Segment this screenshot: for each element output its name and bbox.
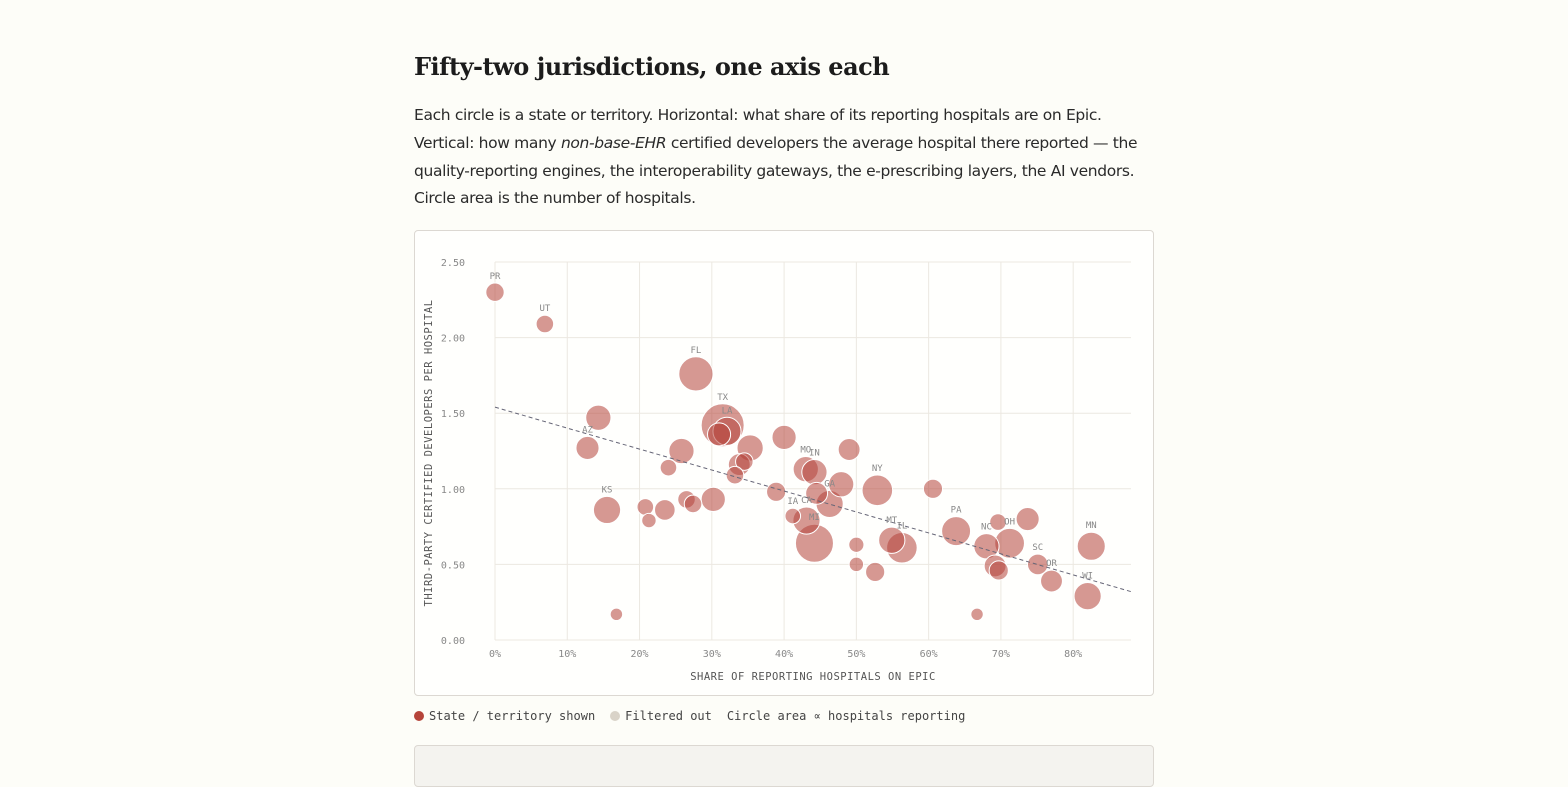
x-tick-label: 40% xyxy=(775,649,793,660)
point-label: FL xyxy=(690,346,701,356)
data-point xyxy=(988,560,1009,581)
data-point xyxy=(735,452,754,471)
x-tick-label: 80% xyxy=(1064,649,1082,660)
data-point xyxy=(485,282,505,302)
data-point xyxy=(970,607,984,622)
data-point xyxy=(766,481,787,502)
point-label: NC xyxy=(981,523,992,533)
data-point xyxy=(585,404,612,431)
point-label: IN xyxy=(809,449,820,459)
y-axis-label: THIRD-PARTY CERTIFIED DEVELOPERS PER HOS… xyxy=(423,300,435,607)
x-tick-label: 70% xyxy=(992,649,1010,660)
data-point xyxy=(609,607,624,622)
chart-legend: State / territory shown Filtered out Cir… xyxy=(414,708,980,724)
legend-label-filtered: Filtered out xyxy=(625,709,712,723)
intro-text-fragment: Vertical: how many xyxy=(414,133,561,152)
data-point xyxy=(861,474,894,507)
point-label: IA xyxy=(787,497,798,507)
point-label: TX xyxy=(717,393,728,403)
intro-text: Each circle is a state or territory. Hor… xyxy=(414,102,1154,213)
trend-line xyxy=(494,406,1132,593)
x-axis-label: SHARE OF REPORTING HOSPITALS ON EPIC xyxy=(690,671,936,683)
point-label: PR xyxy=(490,272,501,282)
intro-line: Vertical: how many non-base-EHR certifie… xyxy=(414,130,1154,158)
data-point xyxy=(592,495,622,525)
data-point xyxy=(636,498,655,516)
section-heading: Fifty-two jurisdictions, one axis each xyxy=(414,52,890,81)
data-point xyxy=(1073,582,1102,611)
y-tick-label: 0.50 xyxy=(441,560,465,571)
data-point xyxy=(1015,506,1040,532)
data-point xyxy=(654,499,676,521)
data-point xyxy=(989,513,1007,531)
x-tick-label: 0% xyxy=(489,649,501,660)
point-label: MN xyxy=(1086,521,1097,531)
data-point xyxy=(535,314,555,334)
legend-label-shown: State / territory shown xyxy=(429,709,596,723)
point-label: PA xyxy=(951,506,962,516)
data-point xyxy=(922,478,944,499)
next-panel xyxy=(414,745,1154,787)
x-tick-label: 30% xyxy=(703,649,721,660)
intro-line: Each circle is a state or territory. Hor… xyxy=(414,106,1102,124)
legend-note: Circle area ∝ hospitals reporting xyxy=(727,709,965,723)
point-label: AZ xyxy=(582,425,593,435)
data-point xyxy=(700,486,726,512)
intro-emphasis: non-base-EHR xyxy=(560,133,667,152)
point-label: WI xyxy=(1082,572,1093,582)
legend-item-shown[interactable]: State / territory shown xyxy=(414,709,595,723)
intro-text-fragment: certified developers the average hospita… xyxy=(666,133,1138,152)
scatter-chart: 0.00 0.50 1.00 1.50 2.00 2.50 0% 10% 20% 30% 40% 50… xyxy=(423,258,1132,683)
x-tick-label: 20% xyxy=(631,649,649,660)
point-label: MI xyxy=(809,513,820,523)
data-point xyxy=(1040,569,1063,593)
point-label: GA xyxy=(824,479,835,489)
intro-line: Circle area is the number of hospitals. xyxy=(414,189,696,208)
y-tick-label: 1.00 xyxy=(441,485,465,496)
data-point xyxy=(828,471,855,498)
point-label: CA xyxy=(801,496,812,506)
y-tick-label: 1.50 xyxy=(441,409,465,420)
data-point xyxy=(771,424,797,450)
point-label: OR xyxy=(1046,559,1057,569)
data-point xyxy=(941,516,972,547)
scatter-chart-card: 0.00 0.50 1.00 1.50 2.00 2.50 0% 10% 20% 30% 40% 50… xyxy=(414,230,1154,696)
data-point xyxy=(659,458,678,477)
x-tick-label: 60% xyxy=(920,649,938,660)
data-point xyxy=(865,561,886,583)
data-point xyxy=(1026,553,1049,576)
data-point xyxy=(575,435,600,461)
point-label: MO xyxy=(800,446,811,456)
data-point xyxy=(678,356,714,392)
point-label: SC xyxy=(1032,543,1043,553)
point-label: LA xyxy=(722,406,733,416)
data-point xyxy=(848,556,865,573)
data-point xyxy=(878,526,906,554)
point-label: MT xyxy=(886,516,897,526)
data-point xyxy=(1076,531,1106,561)
point-label: NY xyxy=(872,464,883,474)
data-point xyxy=(725,465,745,485)
point-label: UT xyxy=(539,304,550,314)
y-tick-label: 0.00 xyxy=(441,636,465,647)
point-label: KS xyxy=(602,485,613,495)
x-tick-label: 50% xyxy=(847,649,865,660)
point-label: IL xyxy=(896,521,907,531)
x-tick-label: 10% xyxy=(558,649,576,660)
point-label: OH xyxy=(1004,517,1015,527)
legend-note-text: Circle area ∝ hospitals reporting xyxy=(726,709,966,723)
legend-swatch-shown xyxy=(414,711,424,721)
legend-swatch-filtered xyxy=(610,711,621,721)
data-point xyxy=(837,438,861,461)
intro-line: quality-reporting engines, the interoper… xyxy=(414,161,1135,180)
data-point xyxy=(706,422,732,447)
data-point xyxy=(683,494,703,514)
data-point xyxy=(784,507,802,525)
data-point xyxy=(668,437,695,465)
y-tick-label: 2.50 xyxy=(441,258,465,269)
y-tick-label: 2.00 xyxy=(441,334,465,345)
data-point xyxy=(848,536,865,553)
data-point xyxy=(641,512,657,529)
legend-item-filtered[interactable]: Filtered out xyxy=(610,709,712,723)
